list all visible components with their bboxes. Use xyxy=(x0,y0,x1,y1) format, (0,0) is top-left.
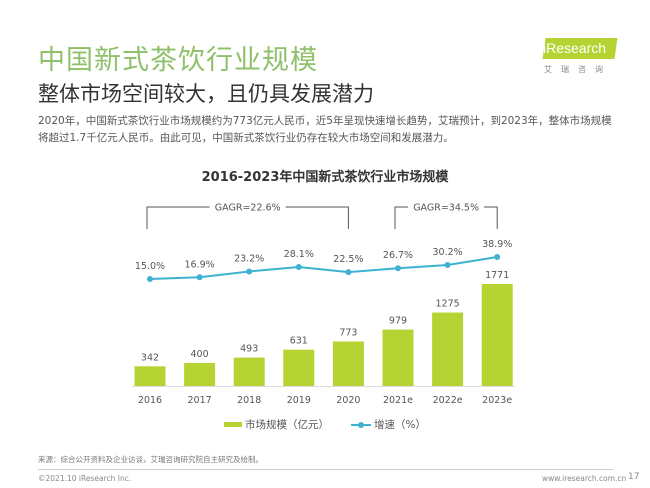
x-tick-label: 2018 xyxy=(237,395,261,406)
cagr-bracket xyxy=(484,206,498,229)
cagr-label: GAGR=34.5% xyxy=(413,203,479,214)
growth-point xyxy=(345,269,352,276)
legend-bar-swatch xyxy=(224,422,242,427)
bar-value-label: 1275 xyxy=(436,299,460,310)
source-note: 来源：综合公开资料及企业访谈，艾瑞咨询研究院自主研究及绘制。 xyxy=(38,455,263,464)
iresearch-logo: iResearch 艾瑞咨询 xyxy=(540,38,620,78)
page-title: 中国新式茶饮行业规模 xyxy=(38,45,318,76)
legend-label: 增速（%） xyxy=(374,419,426,431)
legend-item-line: 增速（%） xyxy=(351,417,426,432)
bar xyxy=(481,284,513,386)
growth-label: 26.7% xyxy=(383,250,413,261)
x-tick-label: 2020 xyxy=(336,395,360,406)
x-tick-label: 2021e xyxy=(383,395,413,406)
growth-label: 38.9% xyxy=(482,239,512,250)
bar xyxy=(184,362,216,386)
legend-label: 市场规模（亿元） xyxy=(245,419,329,431)
growth-point xyxy=(246,268,253,275)
logo-cn: 艾瑞咨询 xyxy=(544,65,612,74)
bar xyxy=(233,357,265,386)
x-tick-label: 2022e xyxy=(433,395,463,406)
x-tick-label: 2019 xyxy=(287,395,311,406)
growth-point xyxy=(295,263,302,270)
legend: 市场规模（亿元） 增速（%） xyxy=(0,417,650,432)
bar-value-label: 342 xyxy=(141,352,159,363)
page-subtitle: 整体市场空间较大，且仍具发展潜力 xyxy=(38,82,374,106)
footer-divider xyxy=(38,469,613,470)
cagr-bracket xyxy=(146,206,210,229)
bar xyxy=(432,312,464,386)
growth-point xyxy=(494,254,501,261)
cagr-bracket xyxy=(285,206,349,229)
bar xyxy=(283,349,315,386)
website-link[interactable]: www.iresearch.com.cn xyxy=(542,474,627,483)
bar-value-label: 773 xyxy=(339,327,357,338)
cagr-bracket xyxy=(394,206,409,229)
chart-title: 2016-2023年中国新式茶饮行业市场规模 xyxy=(201,170,449,185)
growth-label: 30.2% xyxy=(433,247,463,258)
x-tick-label: 2017 xyxy=(188,395,212,406)
page-number: 17 xyxy=(628,472,640,482)
growth-line xyxy=(149,256,498,280)
growth-point xyxy=(196,274,203,281)
logo-word: iResearch xyxy=(543,40,607,56)
legend-line-swatch xyxy=(351,421,371,428)
growth-label: 15.0% xyxy=(135,261,165,272)
bar-value-label: 400 xyxy=(191,349,209,360)
bar xyxy=(332,341,364,386)
legend-item-bar: 市场规模（亿元） xyxy=(224,417,329,432)
growth-label: 22.5% xyxy=(333,254,363,265)
growth-label: 23.2% xyxy=(234,253,264,264)
bar-value-label: 631 xyxy=(290,336,308,347)
growth-point xyxy=(395,265,401,272)
growth-point xyxy=(147,276,153,282)
cagr-label: GAGR=22.6% xyxy=(215,203,281,214)
bar xyxy=(382,329,414,386)
copyright: ©2021.10 iResearch Inc. xyxy=(38,474,132,483)
bar-value-label: 1771 xyxy=(485,270,509,281)
x-tick-label: 2023e xyxy=(482,395,512,406)
bar-value-label: 979 xyxy=(389,316,407,327)
bar xyxy=(134,366,166,386)
growth-label: 28.1% xyxy=(284,249,314,260)
description: 2020年，中国新式茶饮行业市场规模约为773亿元人民币，近5年呈现快速增长趋势… xyxy=(38,115,612,144)
x-tick-label: 2016 xyxy=(138,395,162,406)
growth-label: 16.9% xyxy=(185,259,215,270)
bar-value-label: 493 xyxy=(240,344,258,355)
growth-point xyxy=(444,262,451,269)
